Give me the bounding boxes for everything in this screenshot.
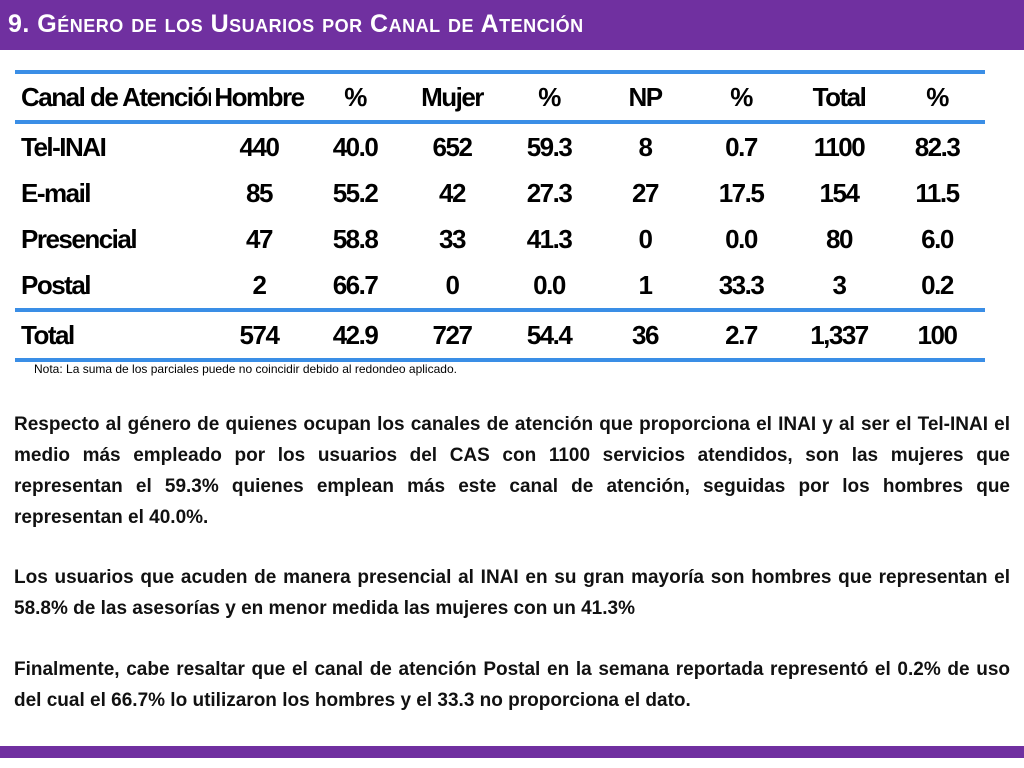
table-row: Presencial 47 58.8 33 41.3 0 0.0 80 6.0 <box>15 216 985 262</box>
table-cell: 80 <box>826 223 853 254</box>
header-cell-men: Hombre <box>214 81 305 112</box>
table-cell: 85 <box>246 177 273 208</box>
header-cell-channel: Canal de Atención <box>21 81 211 112</box>
table-cell: 1,337 <box>810 319 869 350</box>
gender-by-channel-table: Canal de Atención Hombre % Mujer % NP % … <box>15 70 985 362</box>
table-cell: 1 <box>638 269 653 300</box>
table-cell: 27 <box>632 177 659 208</box>
table-cell: 41.3 <box>526 223 573 254</box>
header-bar: 9. Género de los Usuarios por Canal de A… <box>0 0 1024 50</box>
table-cell: 6.0 <box>921 223 954 254</box>
data-table-container: Canal de Atención Hombre % Mujer % NP % … <box>15 70 985 362</box>
table-cell: 0.0 <box>725 223 758 254</box>
table-cell: 36 <box>632 319 659 350</box>
table-cell: 59.3 <box>526 131 573 162</box>
row-label: Tel-INAI <box>21 131 107 162</box>
table-cell: 42.9 <box>332 319 379 350</box>
table-cell: 11.5 <box>915 177 960 208</box>
table-cell: 17.5 <box>718 177 765 208</box>
table-cell: 42 <box>439 177 466 208</box>
table-cell: 33 <box>439 223 466 254</box>
table-cell: 66.7 <box>332 269 379 300</box>
table-cell: 1100 <box>813 131 866 162</box>
table-cell: 440 <box>239 131 280 162</box>
header-cell-total-percent: % <box>926 81 949 112</box>
table-cell: 47 <box>246 223 273 254</box>
table-cell: 33.3 <box>718 269 765 300</box>
table-cell: 55.2 <box>332 177 379 208</box>
table-row: Postal 2 66.7 0 0.0 1 33.3 3 0.2 <box>15 262 985 310</box>
row-label: Postal <box>21 269 92 300</box>
table-cell: 2 <box>252 269 267 300</box>
table-cell: 2.7 <box>725 319 758 350</box>
header-cell-women-percent: % <box>538 81 561 112</box>
row-label: Presencial <box>21 223 138 254</box>
table-cell: 727 <box>432 319 473 350</box>
table-cell: 54.4 <box>526 319 573 350</box>
table-cell: 100 <box>917 319 958 350</box>
total-row-label: Total <box>21 319 75 350</box>
table-cell: 0.7 <box>725 131 758 162</box>
header-cell-women: Mujer <box>421 81 484 112</box>
table-cell: 82.3 <box>914 131 961 162</box>
header-cell-np: NP <box>628 81 663 112</box>
paragraph-presencial: Los usuarios que acuden de manera presen… <box>14 567 1010 619</box>
table-cell: 154 <box>819 177 860 208</box>
table-cell: 0 <box>445 269 460 300</box>
table-note: Nota: La suma de los parciales puede no … <box>34 362 457 376</box>
table-cell: 0.2 <box>921 269 954 300</box>
table-cell: 27.3 <box>526 177 573 208</box>
table-row: E-mail 85 55.2 42 27.3 27 17.5 154 11.5 <box>15 170 985 216</box>
header-cell-total: Total <box>812 81 867 112</box>
header-cell-men-percent: % <box>344 81 367 112</box>
paragraph-tel-inai: Respecto al género de quienes ocupan los… <box>14 414 1010 528</box>
row-label: E-mail <box>21 177 92 208</box>
table-cell: 574 <box>239 319 280 350</box>
footer-bar <box>0 746 1024 758</box>
table-cell: 8 <box>638 131 653 162</box>
table-total-row: Total 574 42.9 727 54.4 36 2.7 1,337 100 <box>15 310 985 360</box>
paragraph-postal: Finalmente, cabe resaltar que el canal d… <box>14 659 1010 711</box>
table-cell: 3 <box>832 269 847 300</box>
table-cell: 652 <box>432 131 473 162</box>
table-header-row: Canal de Atención Hombre % Mujer % NP % … <box>15 72 985 122</box>
table-row: Tel-INAI 440 40.0 652 59.3 8 0.7 1100 82… <box>15 122 985 170</box>
page-title: 9. Género de los Usuarios por Canal de A… <box>8 10 584 38</box>
table-cell: 40.0 <box>332 131 379 162</box>
table-cell: 0 <box>638 223 653 254</box>
table-cell: 0.0 <box>533 269 566 300</box>
header-cell-np-percent: % <box>730 81 753 112</box>
table-cell: 58.8 <box>332 223 379 254</box>
